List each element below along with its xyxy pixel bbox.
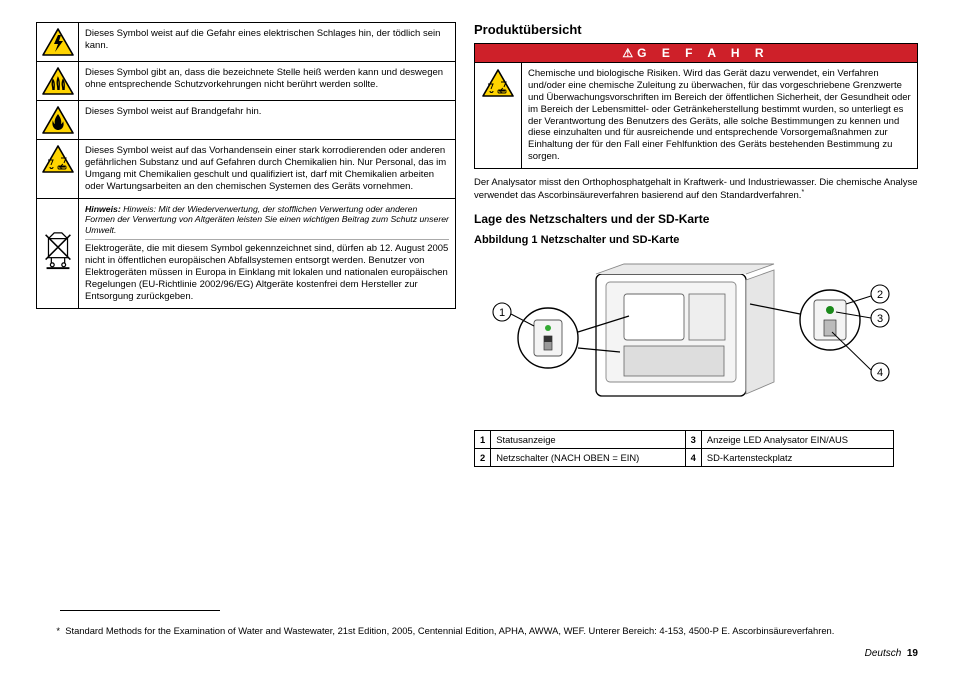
table-row: Dieses Symbol gibt an, dass die bezeichn… xyxy=(37,62,456,101)
page-footer: Deutsch 19 xyxy=(865,648,918,659)
figure-caption: Abbildung 1 Netzschalter und SD-Karte xyxy=(474,234,918,246)
svg-text:1: 1 xyxy=(499,307,505,319)
footnote-rule xyxy=(60,610,220,611)
weee-note: Hinweis: Mit der Wiederverwertung, der s… xyxy=(85,204,449,236)
legend-text: Statusanzeige xyxy=(491,431,685,449)
symbol-desc: Dieses Symbol gibt an, dass die bezeichn… xyxy=(79,62,456,101)
switch-sd-heading: Lage des Netzschalters und der SD-Karte xyxy=(474,212,918,226)
table-row: Dieses Symbol weist auf Brandgefahr hin. xyxy=(37,101,456,140)
right-column: Produktübersicht ⚠G E F A H R Chemische … xyxy=(474,22,918,467)
hot-surface-icon xyxy=(37,62,79,101)
figure-legend: 1 Statusanzeige 3 Anzeige LED Analysator… xyxy=(474,430,894,467)
danger-label: G E F A H R xyxy=(637,46,769,60)
hazard-symbols-table: Dieses Symbol weist auf die Gefahr eines… xyxy=(36,22,456,309)
svg-text:2: 2 xyxy=(877,289,883,301)
fire-icon xyxy=(37,101,79,140)
legend-num: 4 xyxy=(685,449,701,467)
corrosive-icon xyxy=(475,63,522,169)
table-row: Hinweis: Hinweis: Mit der Wiederverwertu… xyxy=(37,198,456,308)
corrosive-icon xyxy=(37,140,79,199)
page-number: 19 xyxy=(907,648,918,659)
footnote-marker: * xyxy=(801,189,804,196)
weee-text: Elektrogeräte, die mit diesem Symbol gek… xyxy=(85,243,449,302)
two-column-layout: Dieses Symbol weist auf die Gefahr eines… xyxy=(36,22,918,467)
figure-1: 1 2 3 4 xyxy=(474,252,894,424)
symbol-desc: Dieses Symbol weist auf die Gefahr eines… xyxy=(79,23,456,62)
overview-text: Der Analysator misst den Orthophosphatge… xyxy=(474,177,918,201)
legend-text: SD-Kartensteckplatz xyxy=(701,449,893,467)
weee-cell: Hinweis: Hinweis: Mit der Wiederverwertu… xyxy=(79,198,456,308)
footnote: * Standard Methods for the Examination o… xyxy=(60,625,918,637)
legend-num: 3 xyxy=(685,431,701,449)
svg-text:4: 4 xyxy=(877,367,883,379)
footnote-text: Standard Methods for the Examination of … xyxy=(65,625,834,636)
product-overview-heading: Produktübersicht xyxy=(474,22,918,37)
svg-text:3: 3 xyxy=(877,313,883,325)
page-lang: Deutsch xyxy=(865,648,902,659)
legend-num: 2 xyxy=(475,449,491,467)
table-row: Dieses Symbol weist auf das Vorhandensei… xyxy=(37,140,456,199)
weee-icon xyxy=(37,198,79,308)
overview-paragraph: Der Analysator misst den Orthophosphatge… xyxy=(474,177,918,202)
shock-icon xyxy=(37,23,79,62)
legend-num: 1 xyxy=(475,431,491,449)
symbol-desc: Dieses Symbol weist auf Brandgefahr hin. xyxy=(79,101,456,140)
symbol-desc: Dieses Symbol weist auf das Vorhandensei… xyxy=(79,140,456,199)
left-column: Dieses Symbol weist auf die Gefahr eines… xyxy=(36,22,456,467)
danger-banner: ⚠G E F A H R xyxy=(474,43,918,62)
legend-text: Netzschalter (NACH OBEN = EIN) xyxy=(491,449,685,467)
danger-text: Chemische und biologische Risiken. Wird … xyxy=(522,63,918,169)
legend-text: Anzeige LED Analysator EIN/AUS xyxy=(701,431,893,449)
table-row: Dieses Symbol weist auf die Gefahr eines… xyxy=(37,23,456,62)
danger-box: Chemische und biologische Risiken. Wird … xyxy=(474,62,918,169)
